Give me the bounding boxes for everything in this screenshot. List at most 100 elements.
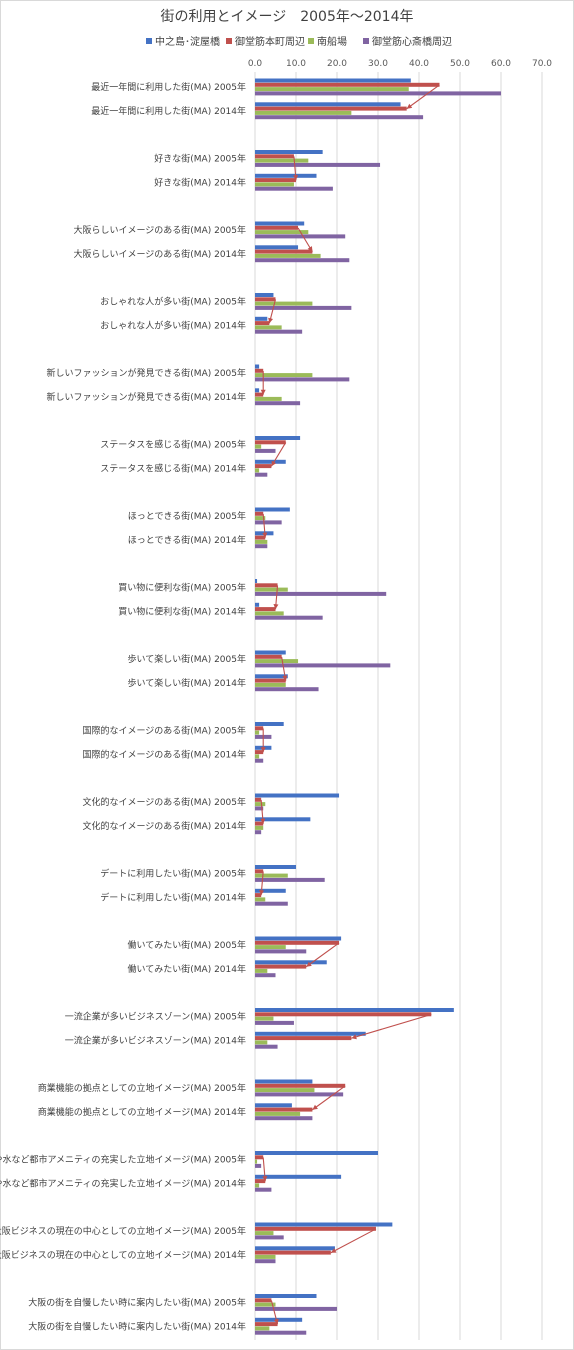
change-arrows (259, 84, 440, 1325)
category-label-g8-y0: 歩いて楽しい街(MA) 2005年 (128, 653, 246, 665)
bar-g8-y1-s3 (255, 687, 319, 692)
bar-g12-y1-s3 (255, 973, 276, 978)
category-label-g7-y0: 買い物に便利な街(MA) 2005年 (118, 582, 246, 594)
bar-g13-y1-s1 (255, 1036, 352, 1041)
bar-g11-y0-s1 (255, 869, 264, 874)
bar-g5-y1-s1 (255, 464, 272, 469)
bar-g2-y0-s1 (255, 225, 299, 230)
bar-g6-y0-s2 (255, 516, 266, 521)
bars (255, 78, 501, 1335)
bar-g13-y0-s1 (255, 1012, 432, 1017)
bar-g4-y1-s1 (255, 392, 264, 397)
category-label-g4-y0: 新しいファッションが発見できる街(MA) 2005年 (46, 367, 246, 379)
arrow-line-14 (312, 1085, 346, 1111)
bar-g15-y0-s2 (255, 1159, 258, 1164)
bar-g7-y1-s2 (255, 611, 284, 616)
bar-g5-y1-s0 (255, 459, 286, 464)
bar-g0-y1-s2 (255, 110, 352, 115)
bar-g11-y1-s3 (255, 901, 288, 906)
category-label-g9-y1: 国際的なイメージのある街(MA) 2014年 (82, 748, 246, 760)
category-label-g2-y0: 大阪らしいイメージのある街(MA) 2005年 (73, 224, 246, 236)
category-label-g1-y0: 好きな街(MA) 2005年 (154, 153, 246, 165)
arrow-head-5 (271, 460, 277, 467)
arrow-head-0 (406, 103, 413, 109)
category-label-g8-y1: 歩いて楽しい街(MA) 2014年 (128, 677, 246, 689)
bar-g11-y1-s0 (255, 888, 286, 893)
bar-g6-y0-s1 (255, 511, 264, 516)
bar-g8-y0-s2 (255, 659, 299, 664)
bar-g6-y1-s2 (255, 539, 268, 544)
bar-g16-y0-s0 (255, 1222, 393, 1227)
bar-g17-y0-s3 (255, 1306, 337, 1311)
legend-swatch-3 (363, 38, 369, 44)
category-label-g16-y0: 大阪ビジネスの現在の中心としての立地イメージ(MA) 2005年 (0, 1225, 246, 1237)
bar-g14-y0-s0 (255, 1079, 313, 1084)
gridlines (254, 72, 543, 1340)
bar-g14-y1-s2 (255, 1111, 301, 1116)
bar-g12-y0-s1 (255, 940, 340, 945)
bar-g5-y0-s1 (255, 440, 286, 445)
bar-g4-y1-s0 (255, 388, 260, 393)
category-label-g6-y1: ほっとできる街(MA) 2014年 (128, 534, 246, 546)
bar-g2-y1-s0 (255, 245, 299, 250)
bar-g17-y1-s2 (255, 1326, 270, 1331)
bar-g1-y0-s0 (255, 150, 323, 154)
legend-swatch-2 (308, 38, 314, 44)
bar-g14-y0-s2 (255, 1088, 315, 1093)
arrow-line-12 (305, 942, 340, 968)
bar-g4-y0-s0 (255, 364, 260, 369)
bar-g10-y0-s3 (255, 806, 264, 811)
bar-g7-y1-s3 (255, 615, 323, 620)
category-label-g3-y0: おしゃれな人が多い街(MA) 2005年 (100, 296, 246, 308)
bar-g3-y0-s2 (255, 301, 313, 306)
bar-g9-y1-s2 (255, 754, 260, 759)
bar-g10-y1-s2 (255, 825, 264, 830)
arrow-head-1 (293, 175, 299, 181)
category-label-g15-y1: 緑や水など都市アメニティの充実した立地イメージ(MA) 2014年 (0, 1177, 246, 1189)
bar-g4-y1-s3 (255, 401, 301, 406)
bar-g10-y1-s0 (255, 817, 311, 822)
x-tick-label-5: 50.0 (450, 59, 470, 69)
x-tick-label-7: 70.0 (532, 59, 552, 69)
bar-g1-y1-s0 (255, 173, 317, 178)
x-tick-label-1: 10.0 (286, 59, 306, 69)
legend-label-1: 御堂筋本町周辺 (235, 35, 305, 48)
bar-g0-y1-s0 (255, 102, 401, 107)
bar-g15-y1-s0 (255, 1174, 342, 1179)
arrow-head-7 (273, 604, 279, 610)
bar-g13-y0-s0 (255, 1008, 454, 1012)
bar-g7-y1-s1 (255, 607, 276, 612)
x-tick-label-4: 40.0 (409, 59, 429, 69)
bar-g1-y0-s1 (255, 154, 294, 159)
category-label-g11-y1: デートに利用したい街(MA) 2014年 (100, 891, 246, 903)
bar-g1-y0-s3 (255, 162, 381, 167)
bar-g13-y1-s0 (255, 1031, 366, 1036)
bar-g9-y0-s0 (255, 722, 284, 726)
bar-g17-y1-s3 (255, 1330, 307, 1335)
arrow-head-17 (273, 1318, 279, 1325)
chart-title: 街の利用とイメージ 2005年～2014年 (161, 9, 414, 25)
bar-g1-y1-s2 (255, 182, 294, 187)
bar-g14-y1-s3 (255, 1116, 313, 1121)
bar-g5-y1-s3 (255, 472, 268, 477)
bar-g13-y0-s3 (255, 1020, 294, 1025)
bar-g3-y1-s2 (255, 325, 282, 330)
bar-g6-y1-s3 (255, 544, 268, 549)
bar-g12-y1-s1 (255, 964, 307, 969)
category-label-g10-y1: 文化的なイメージのある街(MA) 2014年 (82, 820, 246, 832)
category-label-g17-y0: 大阪の街を自慢したい時に案内したい街(MA) 2005年 (28, 1297, 246, 1309)
bar-g8-y0-s3 (255, 663, 391, 668)
category-label-g1-y1: 好きな街(MA) 2014年 (154, 176, 246, 188)
bar-g14-y1-s0 (255, 1103, 292, 1108)
legend-swatch-1 (226, 38, 232, 44)
bar-g4-y1-s2 (255, 396, 282, 401)
bar-g10-y0-s1 (255, 797, 262, 802)
bar-g15-y1-s1 (255, 1179, 266, 1184)
bar-g1-y1-s3 (255, 186, 333, 191)
bar-g10-y0-s0 (255, 793, 340, 798)
bar-g5-y0-s2 (255, 444, 262, 449)
bar-g5-y0-s0 (255, 436, 301, 440)
category-label-g14-y1: 商業機能の拠点としての立地イメージ(MA) 2014年 (38, 1106, 246, 1118)
legend: 中之島･淀屋橋 御堂筋本町周辺 南船場 御堂筋心斎橋周辺 (146, 35, 452, 48)
